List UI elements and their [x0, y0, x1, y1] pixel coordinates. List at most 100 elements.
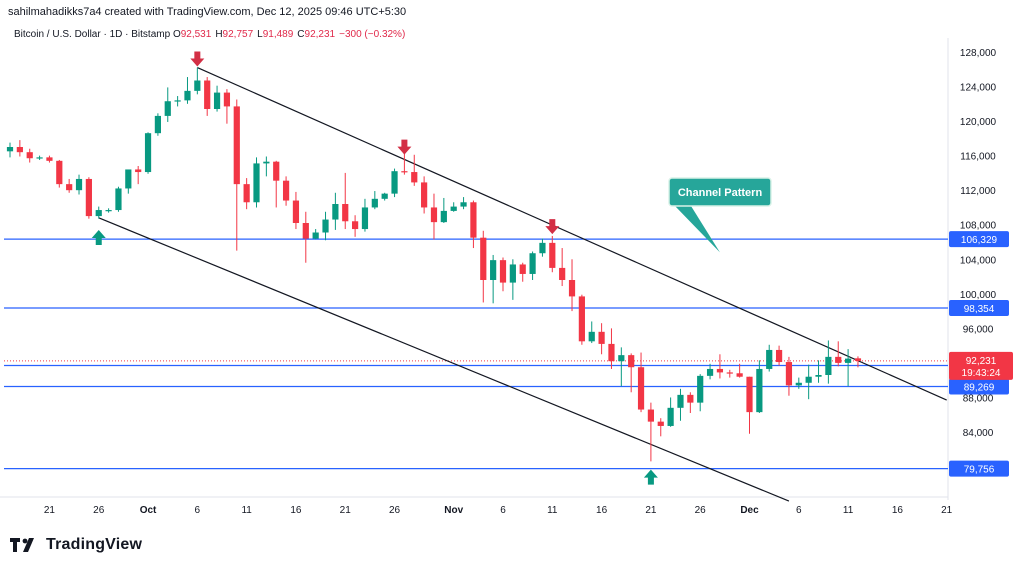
candle-body	[75, 178, 83, 191]
candle	[440, 197, 447, 223]
price-tick-label: 116,000	[960, 152, 996, 163]
candle	[549, 235, 556, 273]
candle	[85, 177, 92, 219]
candle-body	[578, 296, 585, 342]
time-axis: 21 26 Oct 6 11 16 21 26 Nov 6 11 16 21 26 Dec 6 11 16 21	[44, 505, 953, 516]
level-tag	[949, 300, 1009, 317]
candle-body	[450, 206, 457, 211]
candle-body	[647, 409, 654, 422]
level-tag-label: 89,269	[964, 382, 995, 393]
candle	[825, 340, 832, 384]
candle	[746, 376, 753, 434]
candle	[795, 377, 802, 389]
candle	[647, 402, 654, 462]
callout-pointer	[675, 206, 720, 253]
candle	[736, 363, 743, 378]
candle-body	[549, 242, 556, 268]
candle-body	[273, 161, 280, 181]
time-tick-label: 21	[340, 505, 352, 516]
candle	[687, 392, 694, 413]
candle	[421, 176, 428, 214]
candle-body	[381, 193, 388, 199]
candle-body	[421, 182, 428, 208]
channel-lines	[98, 66, 947, 502]
candle-body	[411, 172, 418, 183]
credit-line: sahilmahadikks7a4 created with TradingVi…	[8, 6, 407, 18]
markers	[91, 51, 658, 485]
candle-body	[213, 92, 221, 109]
candle-body	[174, 100, 181, 102]
candle-body	[697, 375, 704, 403]
candle-body	[292, 200, 300, 223]
candle-body	[845, 358, 852, 363]
price-tick-label: 104,000	[960, 255, 997, 266]
candle-body	[618, 355, 625, 362]
candle	[6, 142, 14, 158]
level-tag	[949, 231, 1009, 248]
candle-body	[154, 115, 161, 134]
candle-body	[184, 90, 191, 101]
candle-body	[391, 171, 398, 194]
tradingview-logo-icon	[10, 538, 34, 552]
candle-body	[519, 264, 526, 274]
arrow-down-marker	[397, 139, 412, 155]
time-tick-label: 26	[389, 505, 401, 516]
candle-body	[499, 260, 507, 283]
candle-body	[95, 210, 102, 217]
candle-body	[588, 331, 595, 342]
last-price-tag	[949, 351, 1013, 380]
candle-body	[253, 163, 260, 203]
candle	[628, 353, 635, 393]
candle-body	[687, 394, 694, 403]
candle	[381, 192, 388, 201]
time-tick-label: 16	[290, 505, 302, 516]
candle	[154, 113, 161, 136]
candle-body	[164, 101, 171, 116]
candle	[766, 344, 773, 372]
time-tick-label: 21	[44, 505, 56, 516]
candle-body	[371, 198, 378, 208]
ohlc-value: 92,531	[180, 29, 212, 40]
candle	[805, 364, 812, 400]
candle-body	[825, 356, 832, 375]
price-tick-label: 96,000	[963, 324, 994, 335]
candle	[618, 347, 625, 387]
candle	[726, 369, 733, 378]
time-tick-label: 26	[93, 505, 105, 516]
candle-body	[105, 210, 112, 212]
ohlc-value: 92,757	[222, 29, 254, 40]
time-tick-label: 11	[843, 505, 854, 516]
candle-body	[352, 221, 359, 230]
candle-body	[233, 106, 240, 185]
candle	[36, 155, 43, 160]
candle	[263, 156, 270, 177]
candle-body	[46, 157, 53, 161]
candle-body	[401, 171, 408, 173]
candle-body	[85, 178, 92, 217]
brand-name: TradingView	[46, 536, 143, 553]
candle	[95, 206, 102, 219]
candle	[75, 174, 83, 195]
candle-body	[529, 253, 536, 274]
candle	[342, 172, 349, 230]
candle	[213, 85, 221, 112]
candle-body	[835, 356, 842, 363]
arrow-down-marker	[190, 51, 205, 67]
candle-body	[243, 184, 250, 203]
candle	[667, 397, 674, 427]
candle	[391, 168, 398, 198]
candle	[835, 341, 842, 367]
time-tick-label: 26	[695, 505, 707, 516]
candle-body	[608, 343, 615, 362]
candle-body	[144, 133, 152, 173]
bar-countdown-label: 19:43:24	[962, 368, 1001, 379]
symbol-name: Bitcoin / U.S. Dollar · 1D · Bitstamp	[14, 29, 171, 40]
candle-body	[6, 147, 14, 152]
candle-body	[667, 407, 674, 426]
candle-body	[677, 394, 684, 408]
candles	[6, 67, 862, 462]
candle	[450, 202, 457, 212]
candle-body	[736, 373, 743, 377]
